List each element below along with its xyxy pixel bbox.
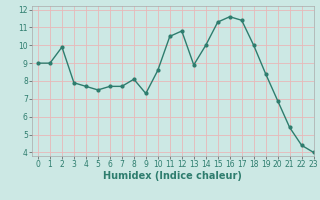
X-axis label: Humidex (Indice chaleur): Humidex (Indice chaleur) bbox=[103, 171, 242, 181]
